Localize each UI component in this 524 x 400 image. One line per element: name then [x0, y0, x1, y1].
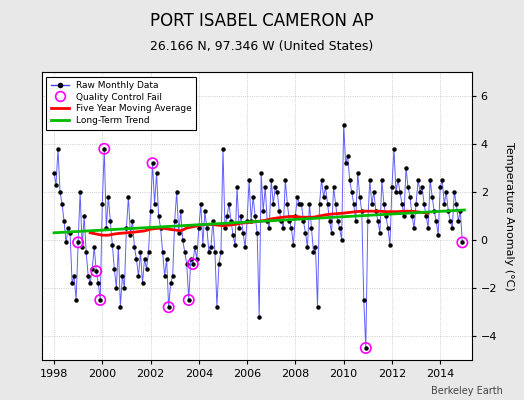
Text: 26.166 N, 97.346 W (United States): 26.166 N, 97.346 W (United States) — [150, 40, 374, 53]
Point — [184, 297, 193, 303]
Point — [362, 345, 370, 351]
Point — [148, 160, 157, 166]
Point — [165, 304, 173, 310]
Point — [74, 239, 82, 246]
Point — [189, 261, 197, 267]
Point — [100, 146, 108, 152]
Point — [96, 297, 104, 303]
Y-axis label: Temperature Anomaly (°C): Temperature Anomaly (°C) — [504, 142, 514, 290]
Text: PORT ISABEL CAMERON AP: PORT ISABEL CAMERON AP — [150, 12, 374, 30]
Legend: Raw Monthly Data, Quality Control Fail, Five Year Moving Average, Long-Term Tren: Raw Monthly Data, Quality Control Fail, … — [47, 76, 196, 130]
Text: Berkeley Earth: Berkeley Earth — [431, 386, 503, 396]
Point — [92, 268, 101, 274]
Point — [458, 239, 466, 246]
